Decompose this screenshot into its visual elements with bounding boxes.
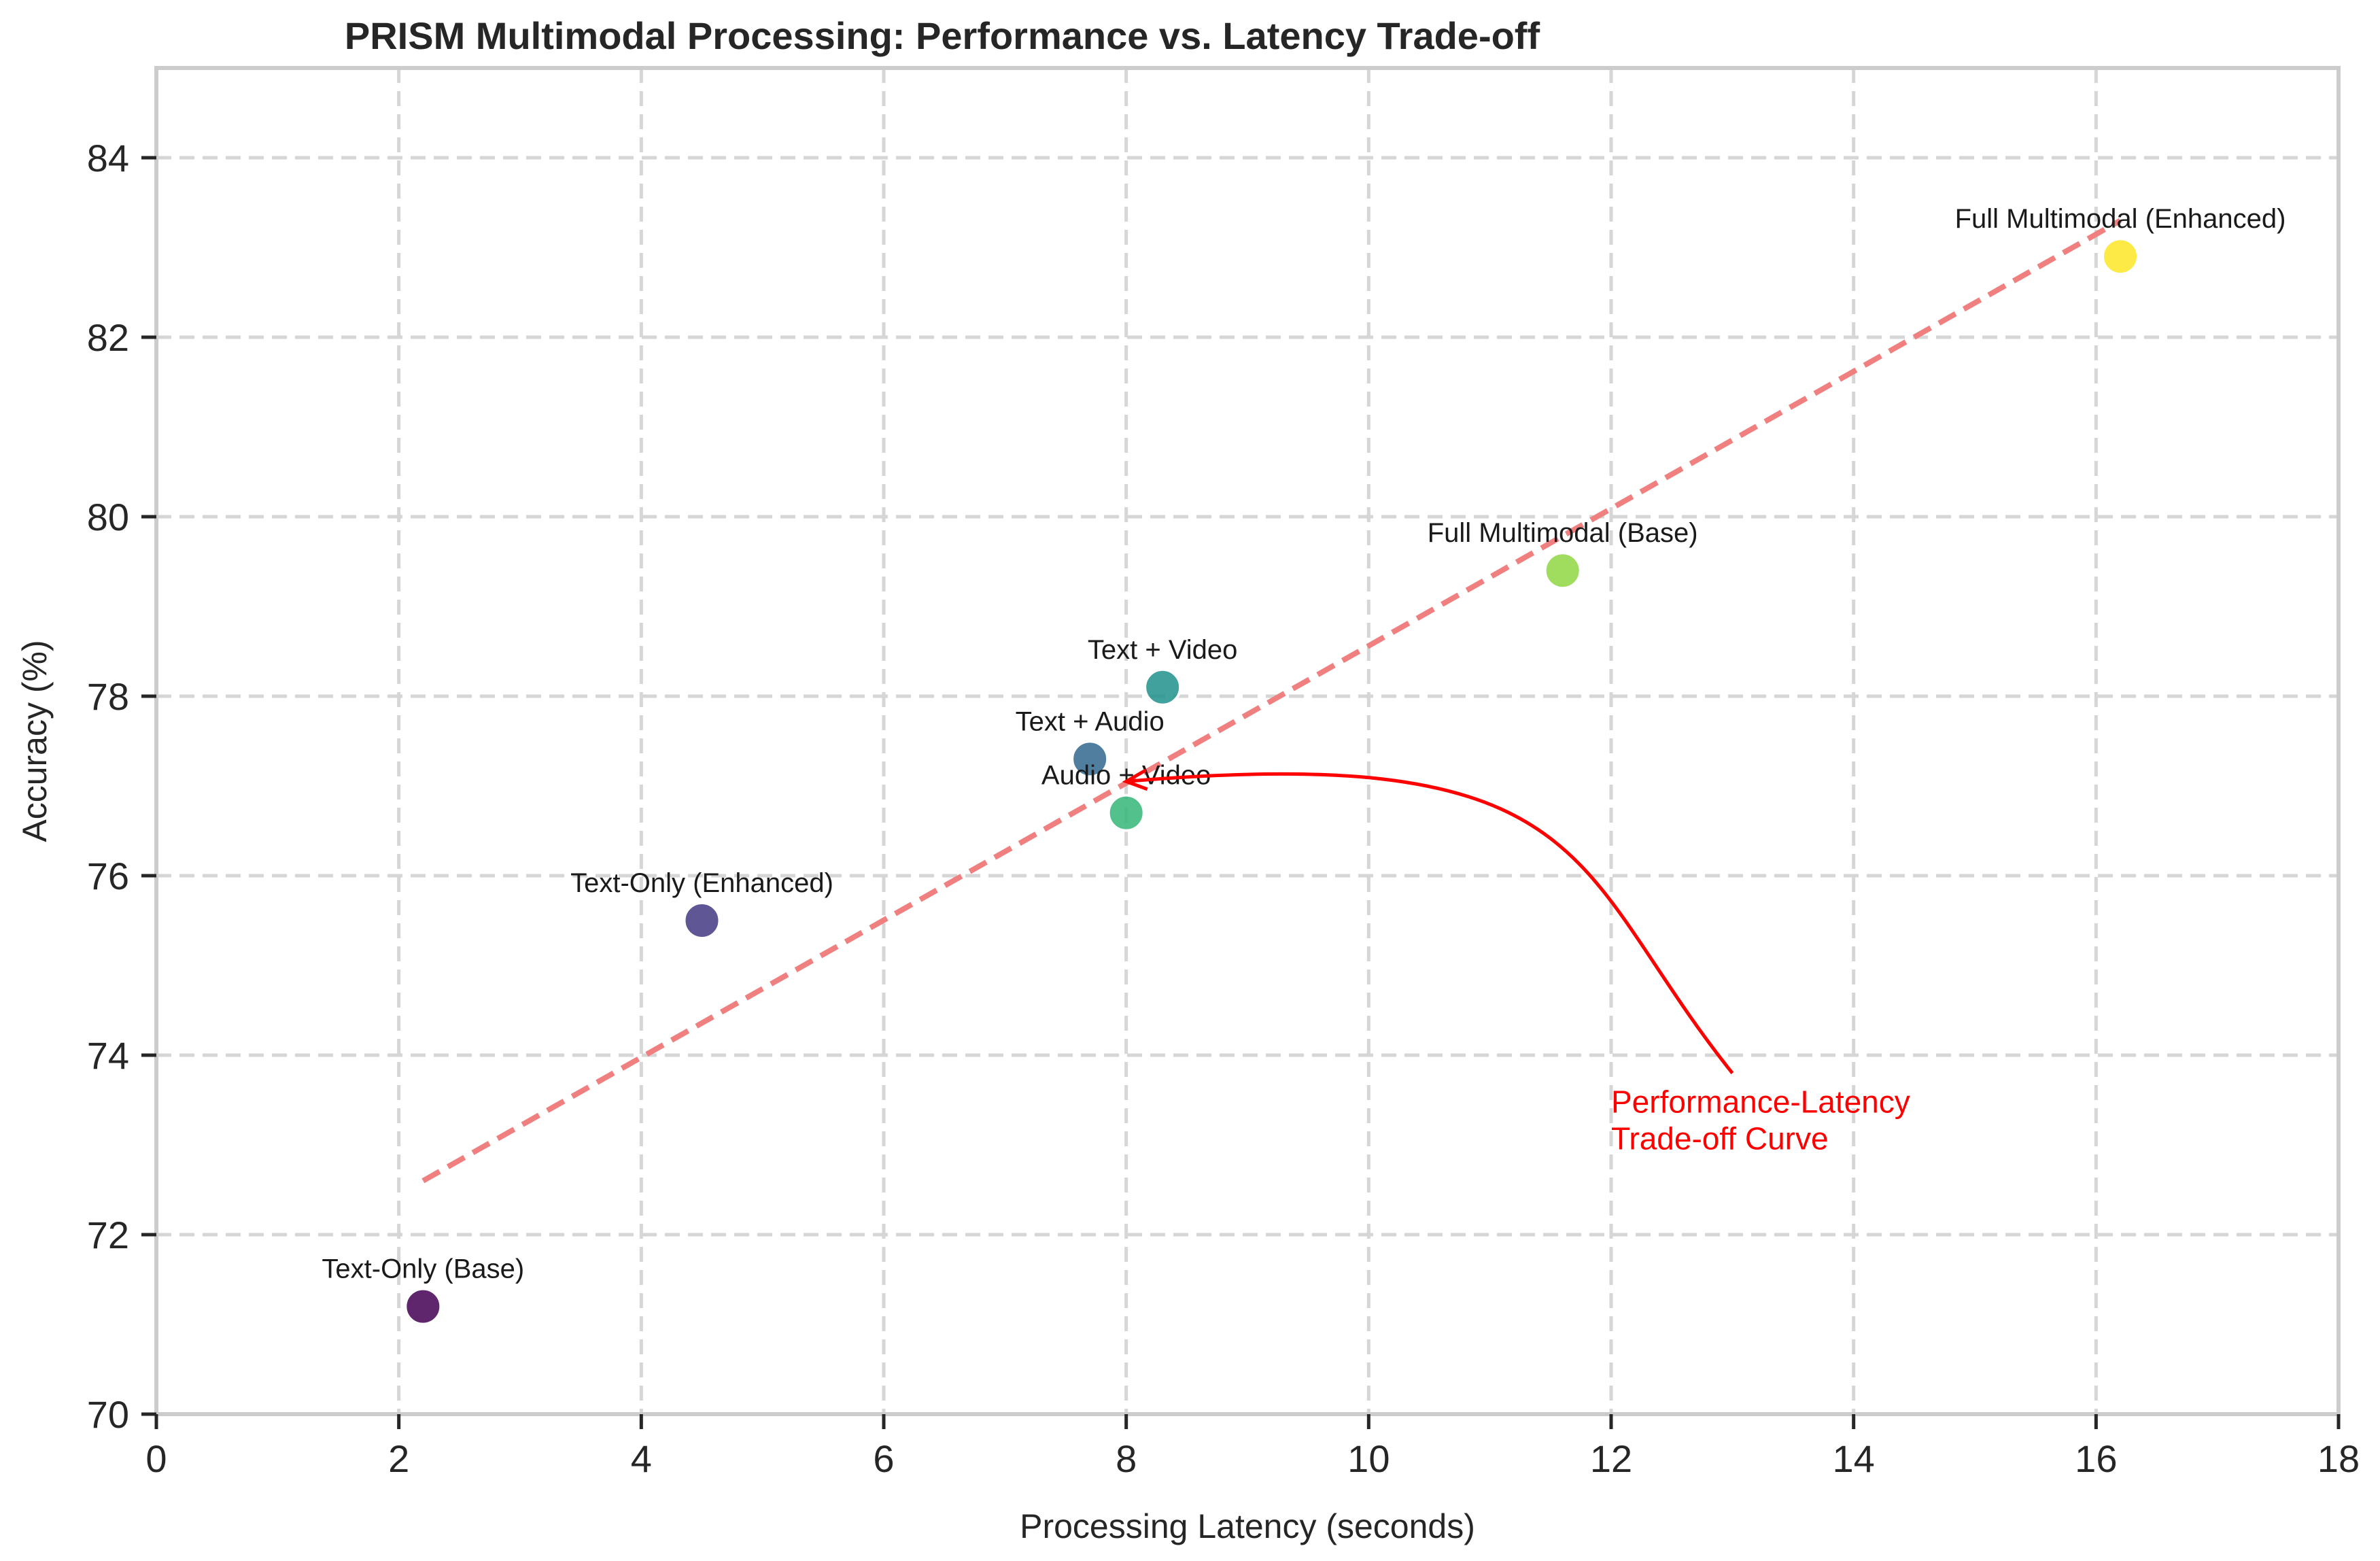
trend-line-group (421, 218, 2122, 1184)
grid (156, 68, 2339, 1414)
x-tick-label: 10 (1347, 1437, 1390, 1480)
data-point (1543, 551, 1582, 590)
x-tick-label: 12 (1590, 1437, 1632, 1480)
annotation-arrowhead (1122, 768, 1148, 791)
x-tick-label: 8 (1116, 1437, 1137, 1480)
data-point (683, 902, 721, 940)
data-point (1071, 740, 1109, 778)
axis-ticks: 0 2 4 6 8 10 12 14 16 18 70 72 74 76 78 80 82 84 (87, 137, 2360, 1480)
point-label: Text + Video (1088, 635, 1238, 665)
point-labels: Text-Only (Base) Text-Only (Enhanced) Text… (322, 204, 2286, 1284)
data-point (1143, 668, 1182, 706)
data-points (404, 237, 2139, 1326)
point-label: Text-Only (Base) (322, 1254, 524, 1284)
data-point (404, 1287, 443, 1326)
x-tick-label: 16 (2075, 1437, 2117, 1480)
y-tick-label: 74 (87, 1034, 129, 1077)
point-label: Audio + Video (1041, 761, 1211, 791)
point-label: Text + Audio (1016, 706, 1165, 736)
data-point (2101, 237, 2139, 276)
x-tick-label: 18 (2317, 1437, 2360, 1480)
y-tick-label: 82 (87, 316, 129, 359)
y-tick-label: 70 (87, 1393, 129, 1436)
y-tick-label: 76 (87, 855, 129, 897)
trend-line (421, 218, 2122, 1184)
x-tick-label: 2 (388, 1437, 409, 1480)
point-label: Full Multimodal (Base) (1428, 518, 1698, 548)
annotation-text: Performance-Latency (1611, 1084, 1910, 1120)
x-axis-label: Processing Latency (seconds) (1020, 1507, 1475, 1545)
y-tick-label: 72 (87, 1214, 129, 1256)
y-axis-label: Accuracy (%) (16, 640, 54, 842)
x-tick-label: 14 (1833, 1437, 1875, 1480)
x-tick-label: 0 (145, 1437, 167, 1480)
x-tick-label: 4 (631, 1437, 652, 1480)
y-tick-label: 78 (87, 675, 129, 718)
y-tick-label: 84 (87, 137, 129, 179)
point-label: Text-Only (Enhanced) (570, 868, 833, 898)
data-point (1107, 793, 1145, 832)
x-tick-label: 6 (873, 1437, 894, 1480)
plot-frame (154, 66, 2341, 1416)
chart-title: PRISM Multimodal Processing: Performance… (345, 14, 1540, 57)
point-label: Full Multimodal (Enhanced) (1955, 204, 2286, 234)
annotation-arrow (1126, 772, 1734, 1074)
y-tick-label: 80 (87, 496, 129, 538)
annotation-text: Trade-off Curve (1611, 1121, 1829, 1156)
